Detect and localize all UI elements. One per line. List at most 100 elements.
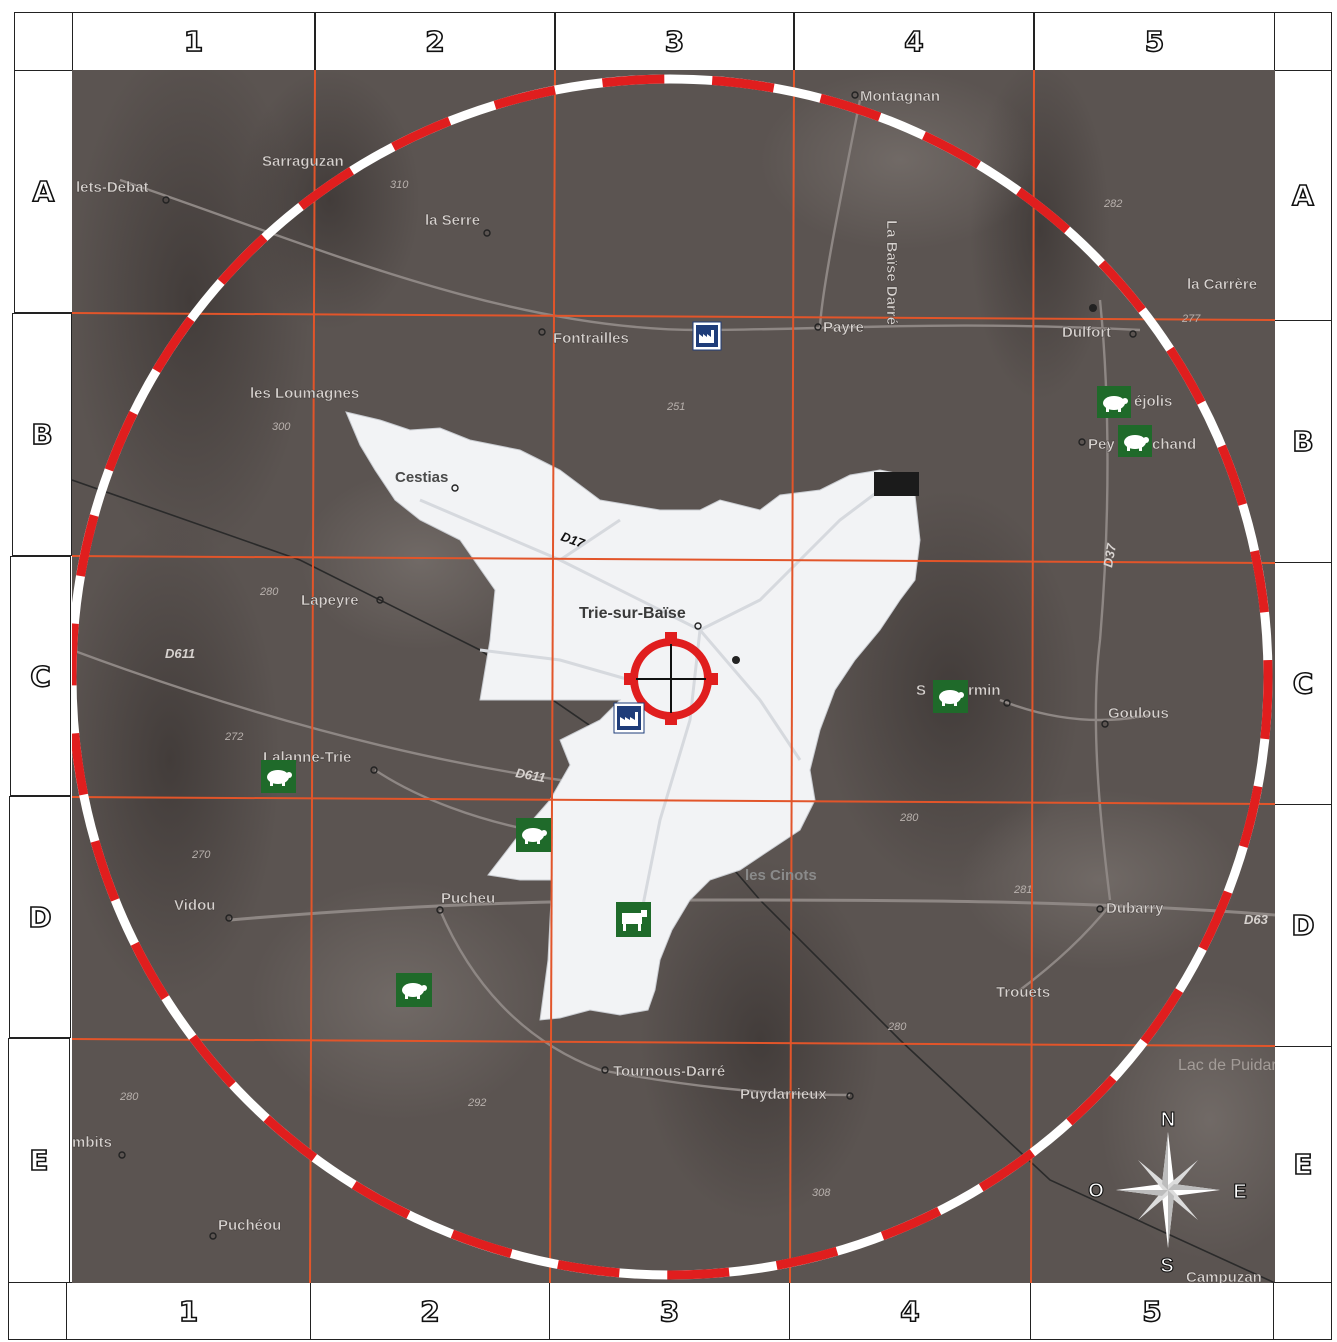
label-fontrailles: Fontrailles — [553, 330, 629, 347]
pig-farm-icon[interactable] — [933, 680, 968, 713]
place-dots — [118, 91, 1137, 1240]
row-header-right-B: B — [1274, 320, 1332, 563]
grid-lines — [72, 70, 1275, 1283]
road-label-d63: D63 — [1244, 912, 1269, 927]
row-header-right-A: A — [1274, 70, 1332, 321]
label-vidou: Vidou — [174, 897, 215, 914]
town-center-dot — [732, 656, 740, 664]
label-la-carrere: la Carrère — [1187, 276, 1257, 293]
row-header-right-C: C — [1274, 562, 1332, 805]
map-svg: lets-Debat Sarraguzan la Serre Montagnan… — [72, 70, 1275, 1283]
pig-farm-icon[interactable] — [516, 818, 551, 852]
corner-bottom-right — [1273, 1282, 1332, 1340]
hamlet-dot — [1089, 304, 1097, 312]
road-label-d611-west: D611 — [165, 646, 195, 661]
label-cestias: Cestias — [395, 469, 448, 486]
label-payre: Payre — [823, 319, 864, 336]
label-trie-sur-baise: Trie-sur-Baïse — [579, 605, 686, 622]
pig-farm-icon[interactable] — [396, 973, 432, 1007]
label-lets-debat: lets-Debat — [76, 179, 149, 196]
commune-notch — [874, 472, 919, 496]
pig-farm-icon[interactable] — [261, 760, 296, 793]
commune-inner-roads — [419, 488, 881, 921]
elev-1: 310 — [390, 179, 409, 191]
elev-7: 272 — [224, 731, 243, 743]
elev-8: 270 — [191, 849, 211, 861]
corner-top-left — [14, 12, 73, 71]
site-target — [624, 632, 718, 725]
label-mbits: mbits — [72, 1134, 112, 1151]
compass-south: S — [1160, 1255, 1173, 1277]
col-header-top-5: 5 — [1034, 12, 1275, 71]
label-la-serre: la Serre — [425, 212, 480, 229]
elev-9: 280 — [899, 812, 919, 824]
elev-12: 280 — [119, 1091, 139, 1103]
label-s: S — [916, 682, 926, 699]
label-pucheou: Puchéou — [218, 1217, 281, 1234]
row-header-right-D: D — [1274, 804, 1332, 1047]
label-pey: Pey — [1088, 436, 1115, 453]
label-les-cinots: les Cinots — [745, 867, 817, 884]
row-header-right-E: E — [1274, 1046, 1332, 1283]
factory-icon[interactable] — [613, 702, 645, 734]
compass-rose-icon — [1116, 1132, 1220, 1248]
elev-2: 282 — [1103, 198, 1122, 210]
label-dulfort: Dulfort — [1062, 324, 1111, 341]
elev-6: 280 — [259, 586, 279, 598]
compass-north: N — [1161, 1109, 1175, 1131]
label-montagnan: Montagnan — [860, 88, 940, 105]
col-header-bottom-4: 4 — [789, 1282, 1031, 1340]
elev-4: 251 — [666, 401, 685, 413]
label-ejolis: éjolis — [1134, 393, 1172, 410]
label-goulous: Goulous — [1108, 705, 1169, 722]
elev-5: 300 — [272, 421, 291, 433]
label-rmin: rmin — [968, 682, 1001, 699]
label-les-loumagnes: les Loumagnes — [250, 385, 359, 402]
pig-farm-icon[interactable] — [1097, 386, 1131, 418]
label-lapeyre: Lapeyre — [301, 592, 359, 609]
compass-west: O — [1088, 1180, 1104, 1202]
label-lac-de-puidarrieu: Lac de Puidarrieu — [1178, 1057, 1275, 1074]
pig-farm-icon[interactable] — [1118, 425, 1152, 457]
map-area[interactable]: lets-Debat Sarraguzan la Serre Montagnan… — [72, 70, 1275, 1283]
compass-east: E — [1233, 1181, 1246, 1203]
place-labels: lets-Debat Sarraguzan la Serre Montagnan… — [72, 88, 1275, 1283]
elevation-labels: 310 282 277 251 300 280 272 270 280 281 … — [119, 179, 1201, 1199]
row-header-left-C: C — [10, 556, 71, 796]
label-puydarrieux: Puydarrieux — [740, 1086, 827, 1103]
corner-bottom-left — [8, 1282, 67, 1340]
col-header-bottom-3: 3 — [549, 1282, 790, 1340]
elev-3: 277 — [1181, 313, 1201, 325]
relief-shading — [72, 70, 1275, 1260]
elev-11: 280 — [887, 1021, 907, 1033]
col-header-bottom-2: 2 — [310, 1282, 550, 1340]
ring-red-dashes — [72, 74, 1273, 1280]
elev-14: 308 — [812, 1187, 831, 1199]
cattle-farm-icon[interactable] — [616, 902, 651, 937]
row-header-left-B: B — [12, 313, 72, 556]
road-label-d37: D37 — [1100, 542, 1119, 569]
label-la-baise-darre: La Baïse Darré — [883, 220, 900, 325]
col-header-top-1: 1 — [72, 12, 315, 71]
label-trouets: Trouets — [996, 984, 1050, 1001]
factory-icon[interactable] — [692, 321, 722, 351]
corner-top-right — [1274, 12, 1332, 71]
col-header-bottom-5: 5 — [1030, 1282, 1274, 1340]
label-chand: chand — [1152, 436, 1196, 453]
col-header-bottom-1: 1 — [66, 1282, 311, 1340]
col-header-top-3: 3 — [555, 12, 794, 71]
row-header-left-A: A — [14, 70, 73, 313]
col-header-top-2: 2 — [315, 12, 555, 71]
row-header-left-D: D — [9, 796, 71, 1038]
compass-labels: N S E O — [1088, 1108, 1248, 1277]
label-tournous-darre: Tournous-Darré — [613, 1063, 725, 1080]
label-dubarry: Dubarry — [1106, 900, 1164, 917]
label-campuzan: Campuzan — [1186, 1269, 1262, 1283]
elev-13: 292 — [467, 1097, 486, 1109]
col-header-top-4: 4 — [794, 12, 1034, 71]
road-labels: D17 D611 D611 D37 D63 — [165, 529, 1269, 927]
elev-10: 281 — [1013, 884, 1032, 896]
label-sarraguzan: Sarraguzan — [262, 153, 344, 170]
label-pucheu: Pucheu — [441, 890, 495, 907]
